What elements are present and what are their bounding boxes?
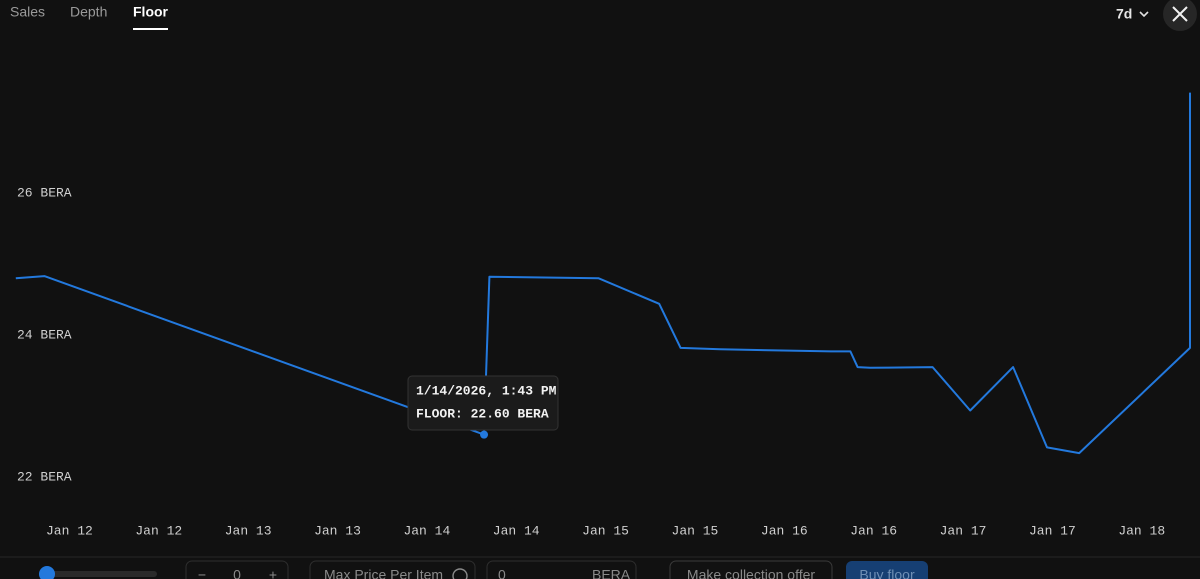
floor-line — [15, 92, 1191, 455]
buy-button-label[interactable]: Buy floor — [859, 567, 915, 579]
x-tick-label: Jan 15 — [672, 523, 719, 538]
x-tick-label: Jan 16 — [761, 523, 808, 538]
quantity-value[interactable]: 0 — [233, 567, 241, 579]
tooltip-box — [407, 375, 559, 431]
offer-button[interactable] — [669, 560, 833, 579]
max-price-box — [309, 560, 476, 579]
highlight-point — [480, 430, 489, 439]
info-icon[interactable] — [452, 568, 468, 579]
price-currency: BERA — [592, 567, 631, 579]
close-icon[interactable] — [1172, 6, 1188, 22]
slider-track[interactable] — [40, 571, 157, 577]
period-select[interactable]: 7d — [1116, 6, 1132, 22]
y-tick-label: 26 BERA — [17, 185, 72, 200]
x-tick-label: Jan 15 — [582, 523, 629, 538]
slider-knob[interactable] — [39, 566, 55, 579]
tooltip-line: 1/14/2026, 1:43 PM — [416, 383, 557, 398]
price-value[interactable]: 0 — [498, 567, 506, 579]
max-price-label: Max Price Per Item — [324, 567, 443, 579]
x-tick-label: Jan 13 — [314, 523, 361, 538]
quantity-box — [185, 560, 289, 579]
x-tick-label: Jan 17 — [940, 523, 987, 538]
tab[interactable]: Sales — [10, 4, 45, 20]
x-tick-label: Jan 13 — [225, 523, 272, 538]
close-button[interactable] — [1163, 0, 1197, 31]
x-tick-label: Jan 16 — [850, 523, 897, 538]
x-tick-label: Jan 18 — [1118, 523, 1165, 538]
price-input[interactable] — [486, 560, 637, 579]
tab[interactable]: Floor — [133, 4, 169, 20]
tooltip-line: FLOOR: 22.60 BERA — [416, 406, 549, 421]
x-tick-label: Jan 12 — [46, 523, 93, 538]
decrement-button[interactable]: − — [198, 567, 206, 579]
x-tick-label: Jan 12 — [135, 523, 182, 538]
x-tick-label: Jan 14 — [403, 523, 450, 538]
y-tick-label: 24 BERA — [17, 328, 72, 343]
buy-button[interactable] — [846, 561, 928, 579]
y-tick-label: 22 BERA — [17, 470, 72, 485]
increment-button[interactable]: + — [269, 567, 277, 579]
offer-button-label[interactable]: Make collection offer — [687, 567, 815, 579]
tab[interactable]: Depth — [70, 4, 107, 20]
chevron-icon[interactable] — [1139, 11, 1149, 18]
x-tick-label: Jan 14 — [493, 523, 540, 538]
x-tick-label: Jan 17 — [1029, 523, 1076, 538]
